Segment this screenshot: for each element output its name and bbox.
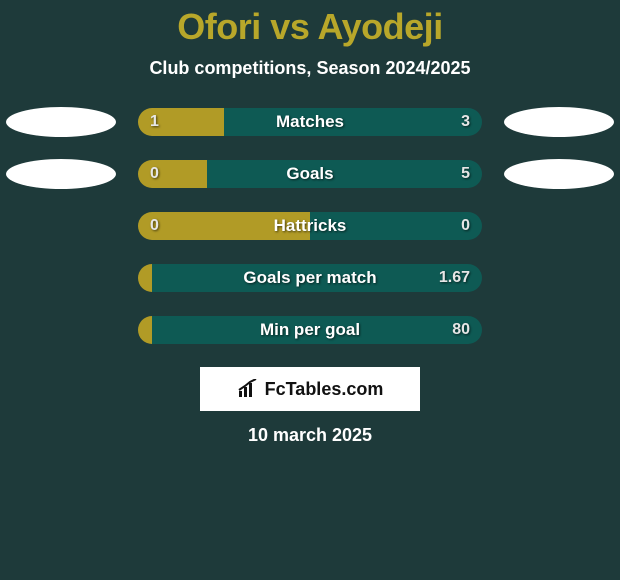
stat-bar-right-fill [152, 316, 482, 344]
stat-row: 13Matches [0, 107, 620, 137]
page-title: Ofori vs Ayodeji [0, 6, 620, 48]
stat-row: 05Goals [0, 159, 620, 189]
stat-bar-right-fill [310, 212, 482, 240]
stat-bar-right-fill [207, 160, 482, 188]
stat-bar-left-fill [138, 212, 310, 240]
oval-spacer [504, 315, 614, 345]
oval-spacer [504, 263, 614, 293]
brand-text: FcTables.com [265, 379, 384, 400]
stat-bar-left-fill [138, 316, 152, 344]
stat-bar: 80Min per goal [138, 316, 482, 344]
stat-bar: 00Hattricks [138, 212, 482, 240]
stat-bar: 1.67Goals per match [138, 264, 482, 292]
oval-spacer [6, 211, 116, 241]
stat-bar-left-fill [138, 108, 224, 136]
player-right-oval [504, 159, 614, 189]
brand-chart-icon [237, 379, 259, 399]
stat-row: 80Min per goal [0, 315, 620, 345]
comparison-card: Ofori vs Ayodeji Club competitions, Seas… [0, 0, 620, 580]
stat-bar-left-fill [138, 264, 152, 292]
generated-date: 10 march 2025 [0, 425, 620, 446]
player-left-oval [6, 107, 116, 137]
stat-bar-left-fill [138, 160, 207, 188]
stat-bar-right-fill [224, 108, 482, 136]
stat-bar: 13Matches [138, 108, 482, 136]
stat-bar: 05Goals [138, 160, 482, 188]
stat-row: 00Hattricks [0, 211, 620, 241]
oval-spacer [504, 211, 614, 241]
player-right-oval [504, 107, 614, 137]
oval-spacer [6, 315, 116, 345]
subtitle: Club competitions, Season 2024/2025 [0, 58, 620, 79]
stat-row: 1.67Goals per match [0, 263, 620, 293]
stats-list: 13Matches 05Goals 00Hattricks 1.67Goals per… [0, 107, 620, 345]
player-left-oval [6, 159, 116, 189]
stat-bar-right-fill [152, 264, 482, 292]
oval-spacer [6, 263, 116, 293]
brand-badge: FcTables.com [200, 367, 420, 411]
